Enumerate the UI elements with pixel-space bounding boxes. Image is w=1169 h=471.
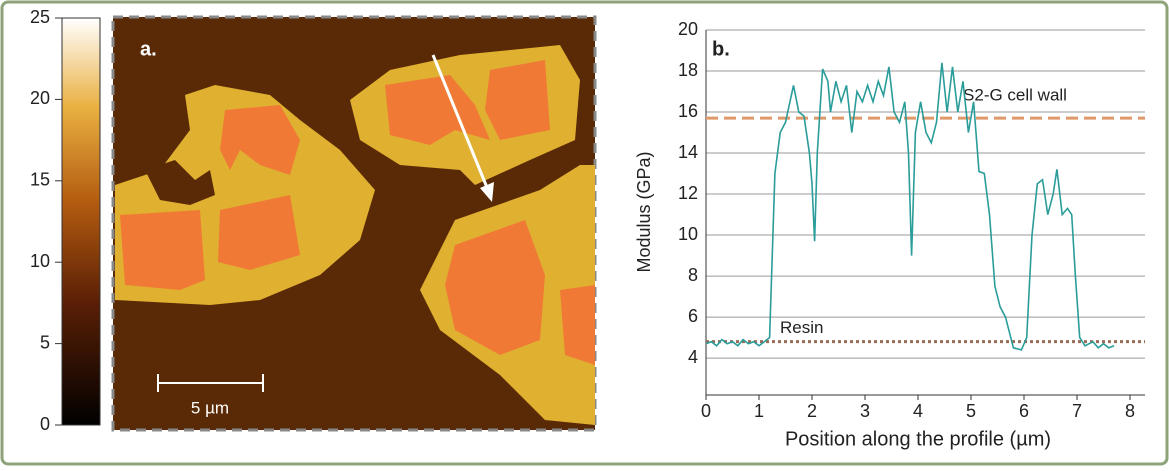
panel-label: b. <box>712 38 730 60</box>
colorbar-tick-label: 25 <box>30 7 50 27</box>
reference-label: Resin <box>780 318 823 337</box>
x-tick-label: 4 <box>913 401 923 421</box>
afm-image <box>113 17 595 430</box>
x-tick-label: 7 <box>1072 401 1082 421</box>
x-tick-label: 2 <box>807 401 817 421</box>
y-tick-label: 6 <box>688 306 698 326</box>
x-axis-label: Position along the profile (µm) <box>785 428 1051 450</box>
y-tick-label: 18 <box>678 60 698 80</box>
y-tick-label: 12 <box>678 183 698 203</box>
y-tick-label: 20 <box>678 19 698 39</box>
colorbar-tick-label: 10 <box>30 251 50 271</box>
y-tick-label: 10 <box>678 224 698 244</box>
colorbar-tick-label: 20 <box>30 88 50 108</box>
y-tick-label: 14 <box>678 142 698 162</box>
scale-bar-label: 5 µm <box>191 398 229 417</box>
x-tick-label: 0 <box>701 401 711 421</box>
colorbar-tick-label: 0 <box>40 414 50 434</box>
reference-label: S2-G cell wall <box>963 86 1067 105</box>
colorbar-tick-label: 5 <box>40 332 50 352</box>
x-tick-label: 3 <box>860 401 870 421</box>
figure: a. 5 µm b. Position along the profile (µ… <box>0 0 1169 466</box>
x-tick-label: 1 <box>754 401 764 421</box>
y-tick-label: 8 <box>688 265 698 285</box>
x-tick-label: 6 <box>1019 401 1029 421</box>
x-tick-label: 5 <box>966 401 976 421</box>
y-tick-label: 4 <box>688 347 698 367</box>
x-tick-label: 8 <box>1125 401 1135 421</box>
panel-label: a. <box>140 38 157 60</box>
y-axis-label: Modulus (GPa) <box>634 151 654 272</box>
colorbar <box>62 18 100 425</box>
y-tick-label: 16 <box>678 101 698 121</box>
colorbar-tick-label: 15 <box>30 170 50 190</box>
